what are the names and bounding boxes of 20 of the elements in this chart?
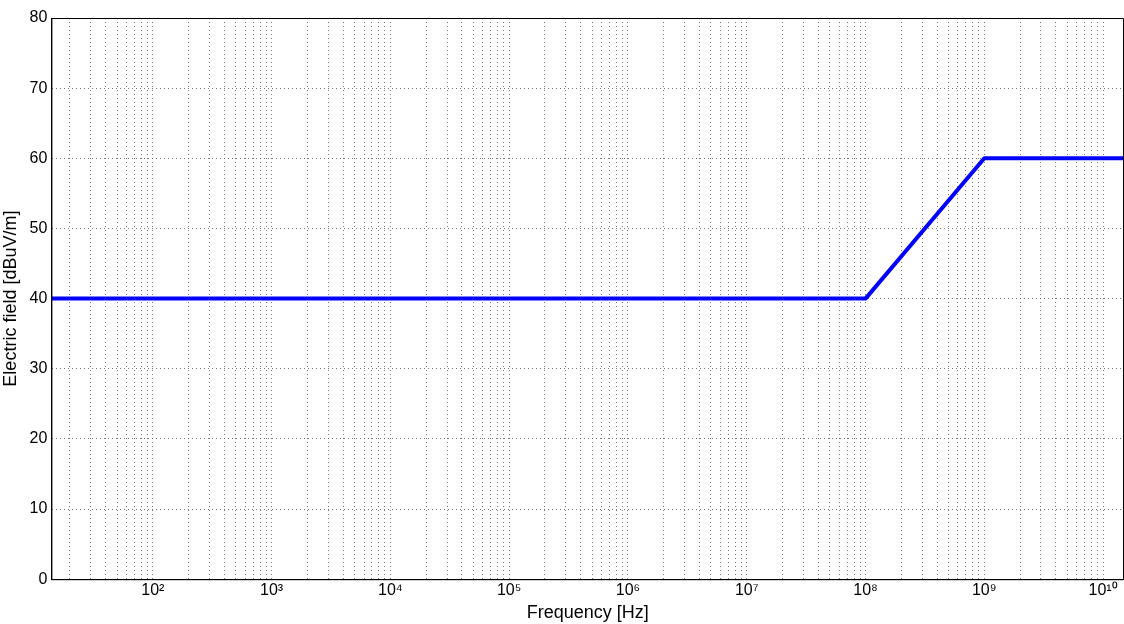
x-tick-label: 10⁸ (853, 581, 878, 599)
y-tick-label: 50 (29, 218, 48, 236)
y-axis-title: Electric field [dBuV/m] (0, 210, 20, 387)
x-tick-label: 10⁴ (378, 581, 403, 599)
y-tick-label: 70 (29, 78, 48, 96)
x-tick-label: 10² (141, 581, 166, 599)
x-tick-label: 10⁶ (615, 581, 641, 599)
x-tick-label: 10⁹ (971, 581, 997, 599)
y-tick-label: 80 (29, 8, 48, 26)
y-tick-label: 20 (29, 429, 48, 447)
x-axis-title: Frequency [Hz] (526, 602, 649, 623)
y-tick-label: 0 (38, 569, 48, 587)
y-tick-label: 10 (29, 499, 48, 517)
y-tick-label: 30 (29, 359, 48, 377)
x-tick-label: 10³ (260, 581, 284, 599)
y-tick-label: 40 (29, 289, 48, 307)
x-tick-label: 10¹⁰ (1088, 581, 1118, 599)
y-tick-label: 60 (29, 148, 48, 166)
x-tick-label: 10⁷ (734, 581, 759, 599)
x-tick-label: 10⁵ (496, 581, 522, 599)
